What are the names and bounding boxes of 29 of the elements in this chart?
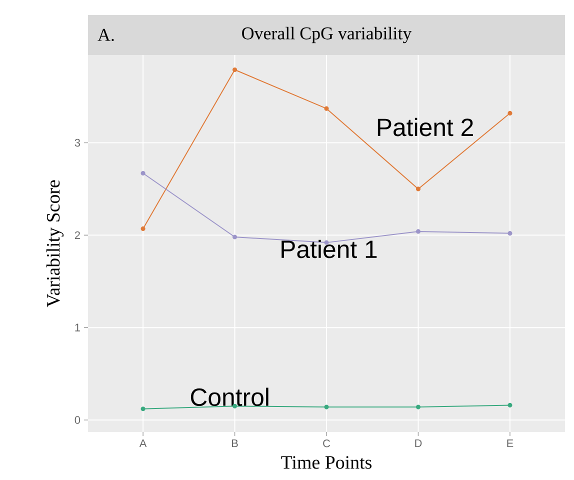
series-label: Patient 1 [282,240,377,258]
point [324,106,329,111]
x-tick-label: B [232,440,238,448]
point [508,110,512,116]
x-tick-label: E [507,440,514,448]
point [140,406,146,412]
point [508,231,512,236]
point [416,404,421,410]
y-tick-label: 2 [74,231,80,239]
point [232,234,238,240]
point [140,226,146,231]
y-tick-label: 3 [74,138,80,147]
point [140,170,146,176]
text: A. [98,28,114,42]
point [232,67,238,72]
series-label: Control [190,388,268,406]
series-label: Patient 2 [378,118,473,136]
point [324,404,329,410]
x-tick-label: A [139,440,147,448]
point [416,229,421,234]
y-tick-label: 0 [74,416,80,424]
y-axis-title: Variability Score [46,180,64,308]
x-tick-label: D [415,440,422,448]
point [508,402,512,408]
point [416,186,421,192]
chart-title: Overall CpG variability [242,26,412,44]
x-tick-label: C [323,440,330,448]
y-tick-label: 1 [75,324,80,332]
x-axis-title: Time Points [281,456,372,469]
